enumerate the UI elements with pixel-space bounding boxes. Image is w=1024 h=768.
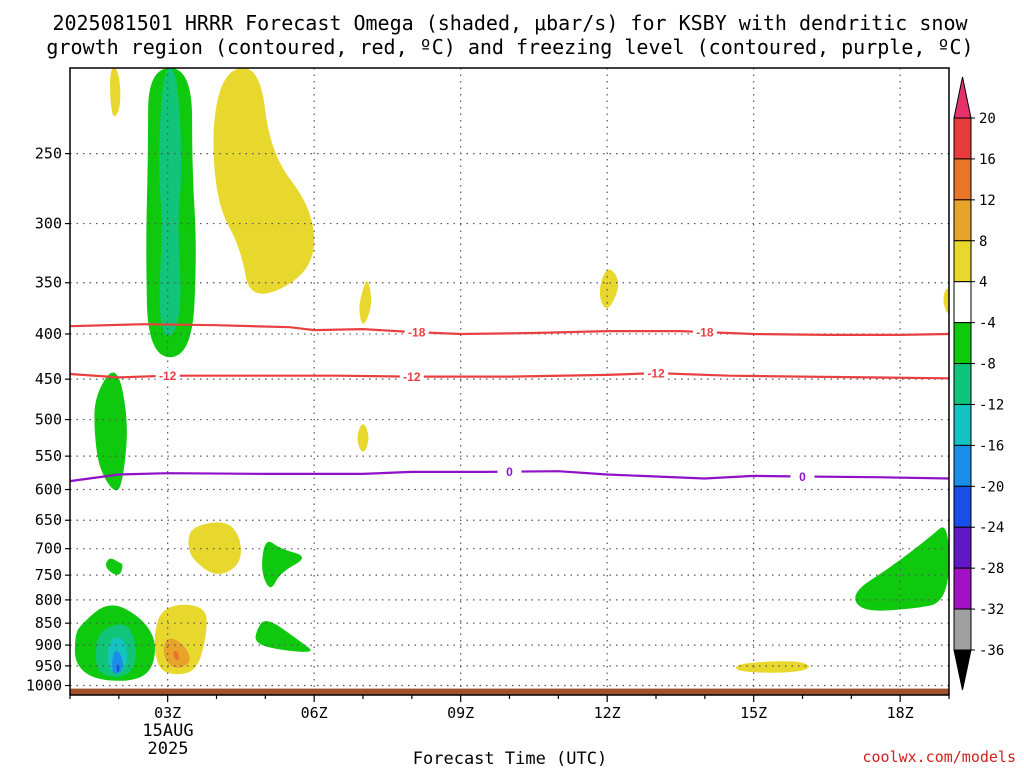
contour-label-0-1: 0 <box>799 470 806 484</box>
colorbar-swatch <box>953 608 972 651</box>
y-tick-label: 550 <box>35 447 62 465</box>
colorbar-swatch <box>953 322 972 365</box>
contour-line-m18 <box>69 323 950 336</box>
colorbar-label: -4 <box>979 316 996 332</box>
contour-label-m12-2: -12 <box>647 367 665 381</box>
omega-shade-4 <box>943 288 949 313</box>
colorbar-label: 8 <box>979 234 987 250</box>
colorbar-swatch <box>953 444 972 487</box>
contour-label-bg <box>404 324 429 340</box>
y-tick-label: 600 <box>35 481 62 499</box>
omega-shade-14 <box>106 558 123 575</box>
y-tick-label: 250 <box>35 145 62 163</box>
contour-label-m12-0: -12 <box>159 369 177 383</box>
y-tick-label: 900 <box>35 636 62 654</box>
y-tick-label: 700 <box>35 540 62 558</box>
x-date-label-day: 15AUG <box>142 721 193 741</box>
y-tick-label: 800 <box>35 591 62 609</box>
colorbar-swatch <box>953 281 972 324</box>
x-tick-label: 18Z <box>887 704 914 722</box>
y-tick-label: 1000 <box>26 677 62 695</box>
omega-shade-22 <box>855 527 949 611</box>
x-date-label-year: 2025 <box>148 739 189 759</box>
colorbar-swatch <box>953 199 972 242</box>
x-axis: 03Z 06Z 09Z 12Z 15Z 18Z <box>69 695 950 722</box>
omega-shade-10 <box>173 650 180 661</box>
x-tick-label: 15Z <box>740 704 767 722</box>
chart-title-line-1: 2025081501 HRRR Forecast Omega (shaded, … <box>52 11 968 35</box>
contour-label-bg <box>790 468 815 484</box>
plot-frame <box>69 67 950 696</box>
colorbar-label: -12 <box>979 397 1004 413</box>
y-tick-label: 650 <box>35 511 62 529</box>
omega-shade-0 <box>110 68 121 117</box>
contour-label-m18-0: -18 <box>408 326 426 340</box>
x-axis-title: Forecast Time (UTC) <box>413 749 607 768</box>
omega-shade-21 <box>116 664 120 673</box>
omega-shade-12 <box>159 68 182 337</box>
y-axis: 250 300 350 400 450 500 550 600 650 700 750 800 850 9… <box>26 145 70 695</box>
contour-label-m12-1: -12 <box>403 370 421 384</box>
contour-label-bg <box>692 324 717 340</box>
omega-shade-8 <box>736 661 810 673</box>
y-tick-label: 850 <box>35 614 62 632</box>
colorbar-swatch <box>953 158 972 201</box>
contour-label-bg <box>399 368 424 384</box>
x-tick-label: 12Z <box>594 704 621 722</box>
y-tick-label: 300 <box>35 215 62 233</box>
contour-label-m18-1: -18 <box>696 326 714 340</box>
colorbar-label: -8 <box>979 357 996 373</box>
omega-shade-13 <box>94 372 127 491</box>
colorbar-label: 16 <box>979 152 996 168</box>
contour-line-0 <box>69 470 950 483</box>
contour-label-bg <box>644 365 668 381</box>
colorbar-swatch <box>953 526 972 569</box>
x-tick-label: 06Z <box>301 704 328 722</box>
colorbar-label: -32 <box>979 602 1004 618</box>
colorbar-swatch <box>953 403 972 446</box>
y-tick-label: 500 <box>35 411 62 429</box>
plot-area: -18 -18 -12 -12 -12 0 0 <box>69 67 950 696</box>
colorbar-label: 12 <box>979 193 996 209</box>
colorbar-label: -36 <box>979 643 1004 659</box>
omega-shade-16 <box>255 621 311 652</box>
colorbar-label: -16 <box>979 438 1004 454</box>
colorbar-label: -24 <box>979 520 1004 536</box>
y-tick-label: 450 <box>35 370 62 388</box>
omega-shade-20 <box>112 650 123 674</box>
chart-title-line-2: growth region (contoured, red, ºC) and f… <box>46 35 973 59</box>
omega-shade-5 <box>357 424 369 452</box>
y-tick-label: 950 <box>35 657 62 675</box>
omega-shade-1 <box>213 68 315 294</box>
colorbar-swatch <box>953 117 972 160</box>
terrain-band <box>70 688 949 695</box>
colorbar-arrow-bottom <box>953 649 972 691</box>
x-tick-label: 03Z <box>154 704 181 722</box>
colorbar-label: -28 <box>979 561 1004 577</box>
colorbar-swatch <box>953 485 972 528</box>
colorbar-swatch <box>953 567 972 610</box>
omega-shade-15 <box>262 541 302 588</box>
omega-shade-3 <box>599 269 619 309</box>
colorbar-arrow-top <box>953 76 972 119</box>
colorbar-swatch <box>953 240 972 283</box>
colorbar-swatch <box>953 363 972 405</box>
y-tick-label: 400 <box>35 325 62 343</box>
contour-line-m12 <box>69 372 950 380</box>
omega-shade-6 <box>188 522 241 574</box>
y-tick-label: 750 <box>35 566 62 584</box>
colorbar: 20 16 12 8 4 -4 -8 -12 -16 -20 -24 -28 -32 -36 <box>953 76 1004 691</box>
colorbar-label: 4 <box>979 275 987 291</box>
omega-shade-2 <box>359 281 372 324</box>
contour-label-0-0: 0 <box>506 465 513 479</box>
y-tick-label: 350 <box>35 274 62 292</box>
colorbar-label: 20 <box>979 111 996 127</box>
contour-label-bg <box>155 367 180 383</box>
colorbar-label: -20 <box>979 479 1004 495</box>
contour-label-bg <box>497 463 522 479</box>
x-tick-label: 09Z <box>447 704 474 722</box>
credit-label: coolwx.com/models <box>862 748 1016 766</box>
